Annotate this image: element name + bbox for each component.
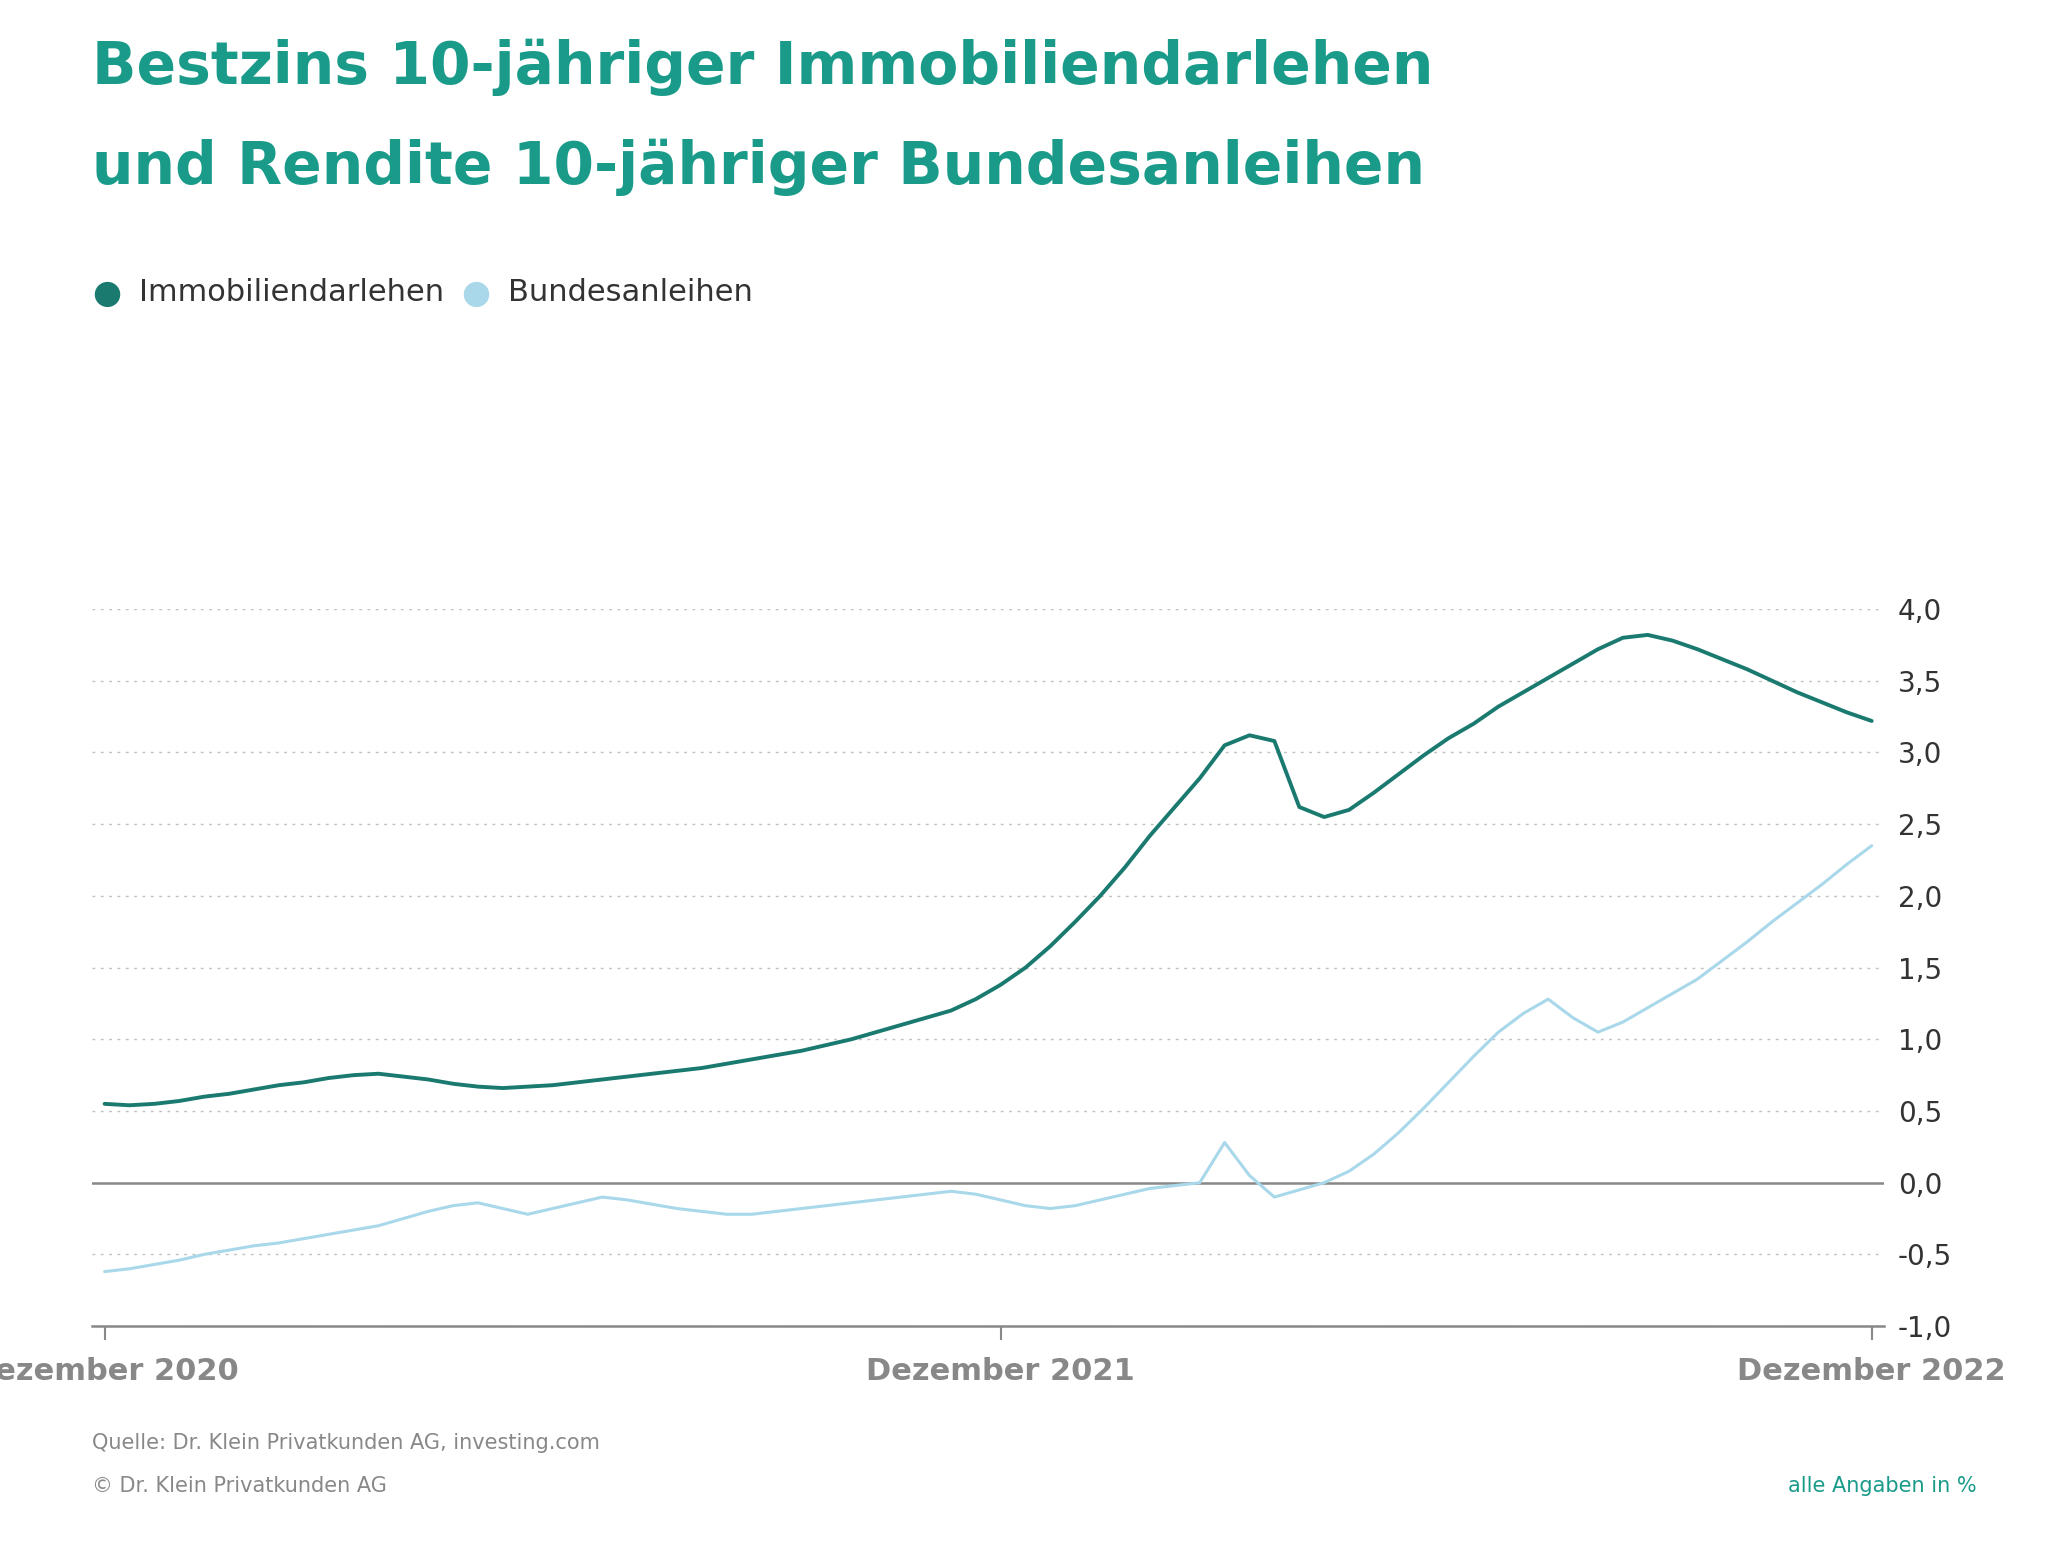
Text: ●: ● (92, 276, 121, 310)
Text: Bestzins 10-jähriger Immobiliendarlehen: Bestzins 10-jähriger Immobiliendarlehen (92, 39, 1434, 96)
Text: und Rendite 10-jähriger Bundesanleihen: und Rendite 10-jähriger Bundesanleihen (92, 139, 1425, 196)
Text: Quelle: Dr. Klein Privatkunden AG, investing.com: Quelle: Dr. Klein Privatkunden AG, inves… (92, 1433, 600, 1453)
Text: © Dr. Klein Privatkunden AG: © Dr. Klein Privatkunden AG (92, 1476, 387, 1496)
Text: Bundesanleihen: Bundesanleihen (508, 279, 754, 307)
Text: Immobiliendarlehen: Immobiliendarlehen (139, 279, 444, 307)
Text: alle Angaben in %: alle Angaben in % (1788, 1476, 1976, 1496)
Text: ●: ● (461, 276, 489, 310)
